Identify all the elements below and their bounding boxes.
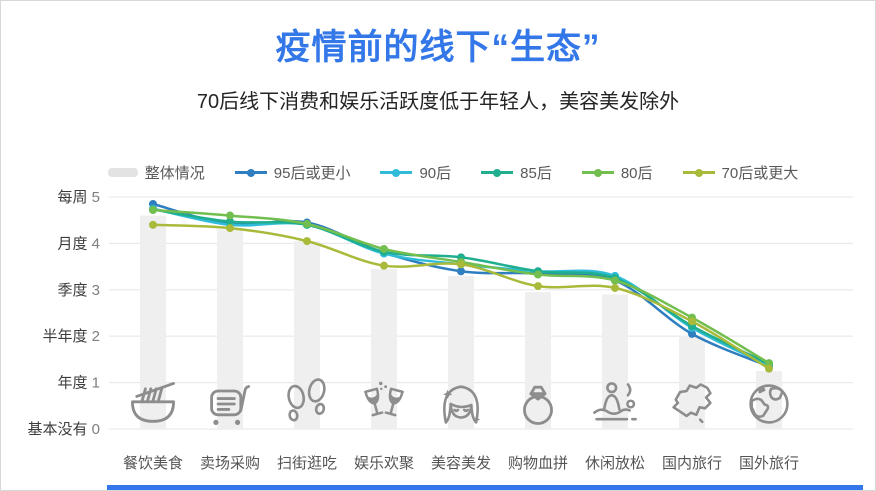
- chart-legend: 整体情况 95后或更小 90后 85后 80后 70后或更大: [31, 162, 875, 183]
- x-axis-label: 休闲放松: [585, 455, 645, 472]
- hot-spring-icon: [593, 382, 637, 421]
- x-axis-label: 餐饮美食: [123, 455, 183, 472]
- data-point: [380, 261, 388, 270]
- y-axis-label: 月度 4: [57, 235, 100, 252]
- data-point: [457, 260, 465, 269]
- x-axis-label: 国内旅行: [662, 455, 722, 472]
- legend-item: 整体情况: [107, 162, 205, 183]
- data-point: [303, 237, 311, 246]
- data-point: [688, 329, 696, 338]
- x-axis-label: 购物血拼: [508, 455, 568, 472]
- china-map-icon: [672, 383, 712, 424]
- legend-dot-icon: [392, 168, 401, 177]
- x-axis-label: 卖场采购: [200, 455, 260, 472]
- data-point: [226, 224, 234, 233]
- data-point: [765, 364, 773, 373]
- legend-item: 85后: [481, 162, 552, 183]
- noodle-bowl-icon: [131, 382, 175, 423]
- overall-bar: [679, 336, 705, 429]
- data-point: [303, 219, 311, 228]
- x-axis-label: 国外旅行: [739, 455, 799, 472]
- legend-line-swatch-icon: [581, 168, 614, 177]
- data-point: [380, 244, 388, 253]
- legend-label: 整体情况: [144, 165, 205, 182]
- y-axis-label: 季度 3: [57, 282, 100, 299]
- legend-label: 70后或更大: [721, 165, 799, 182]
- legend-dot-icon: [593, 168, 602, 177]
- legend-line-swatch-icon: [380, 168, 413, 177]
- overall-bar: [217, 229, 243, 429]
- data-point: [688, 317, 696, 326]
- x-axis-label: 娱乐欢聚: [354, 455, 414, 472]
- legend-line-swatch-icon: [234, 168, 267, 177]
- wine-glasses-icon: [364, 381, 404, 417]
- legend-item: 70后或更大: [682, 162, 799, 183]
- overall-bar: [525, 292, 551, 429]
- data-point: [534, 282, 542, 291]
- bottom-accent-bar: [107, 485, 863, 490]
- legend-item: 95后或更小: [234, 162, 351, 183]
- legend-dot-icon: [694, 168, 703, 177]
- legend-label: 80后: [620, 165, 653, 182]
- overall-bar: [294, 241, 320, 429]
- legend-line-swatch-icon: [682, 168, 715, 177]
- y-axis-label: 每周 5: [57, 189, 100, 206]
- overall-bar: [602, 294, 628, 429]
- ring-icon: [523, 385, 553, 425]
- data-point: [226, 217, 234, 226]
- legend-label: 95后或更小: [273, 165, 351, 182]
- data-point: [765, 359, 773, 368]
- beauty-face-icon: [443, 385, 481, 424]
- data-point: [611, 283, 619, 292]
- data-point: [149, 205, 157, 214]
- x-axis-label: 美容美发: [431, 455, 491, 472]
- legend-item: 80后: [581, 162, 653, 183]
- chart-plot-area: 每周 5 月度 4 季度 3 半年度 2 年度 1 基本没有 0 餐饮美食 卖场采购 扫街逛吃娱…: [27, 189, 853, 472]
- page-subtitle: 70后线下消费和娱乐活跃度低于年轻人，美容美发除外: [196, 91, 680, 113]
- legend-dot-icon: [246, 168, 255, 177]
- legend-bar-swatch-icon: [107, 168, 138, 177]
- shopping-cart-icon: [210, 385, 251, 426]
- legend-item: 90后: [380, 162, 451, 183]
- data-point: [457, 267, 465, 276]
- footprints-icon: [287, 378, 326, 422]
- legend-label: 90后: [419, 165, 452, 182]
- data-point: [534, 270, 542, 279]
- legend-line-swatch-icon: [481, 168, 514, 177]
- data-point: [149, 220, 157, 229]
- y-axis-label: 年度 1: [57, 375, 100, 392]
- x-axis-label: 扫街逛吃: [277, 455, 337, 472]
- data-point: [226, 211, 234, 220]
- legend-label: 85后: [520, 165, 552, 182]
- globe-icon: [749, 384, 789, 424]
- legend-dot-icon: [493, 168, 502, 177]
- y-axis-label: 半年度 2: [42, 328, 100, 345]
- data-point: [611, 276, 619, 285]
- page-title: 疫情前的线下“生态”: [275, 28, 601, 67]
- y-axis-label: 基本没有 0: [27, 421, 100, 438]
